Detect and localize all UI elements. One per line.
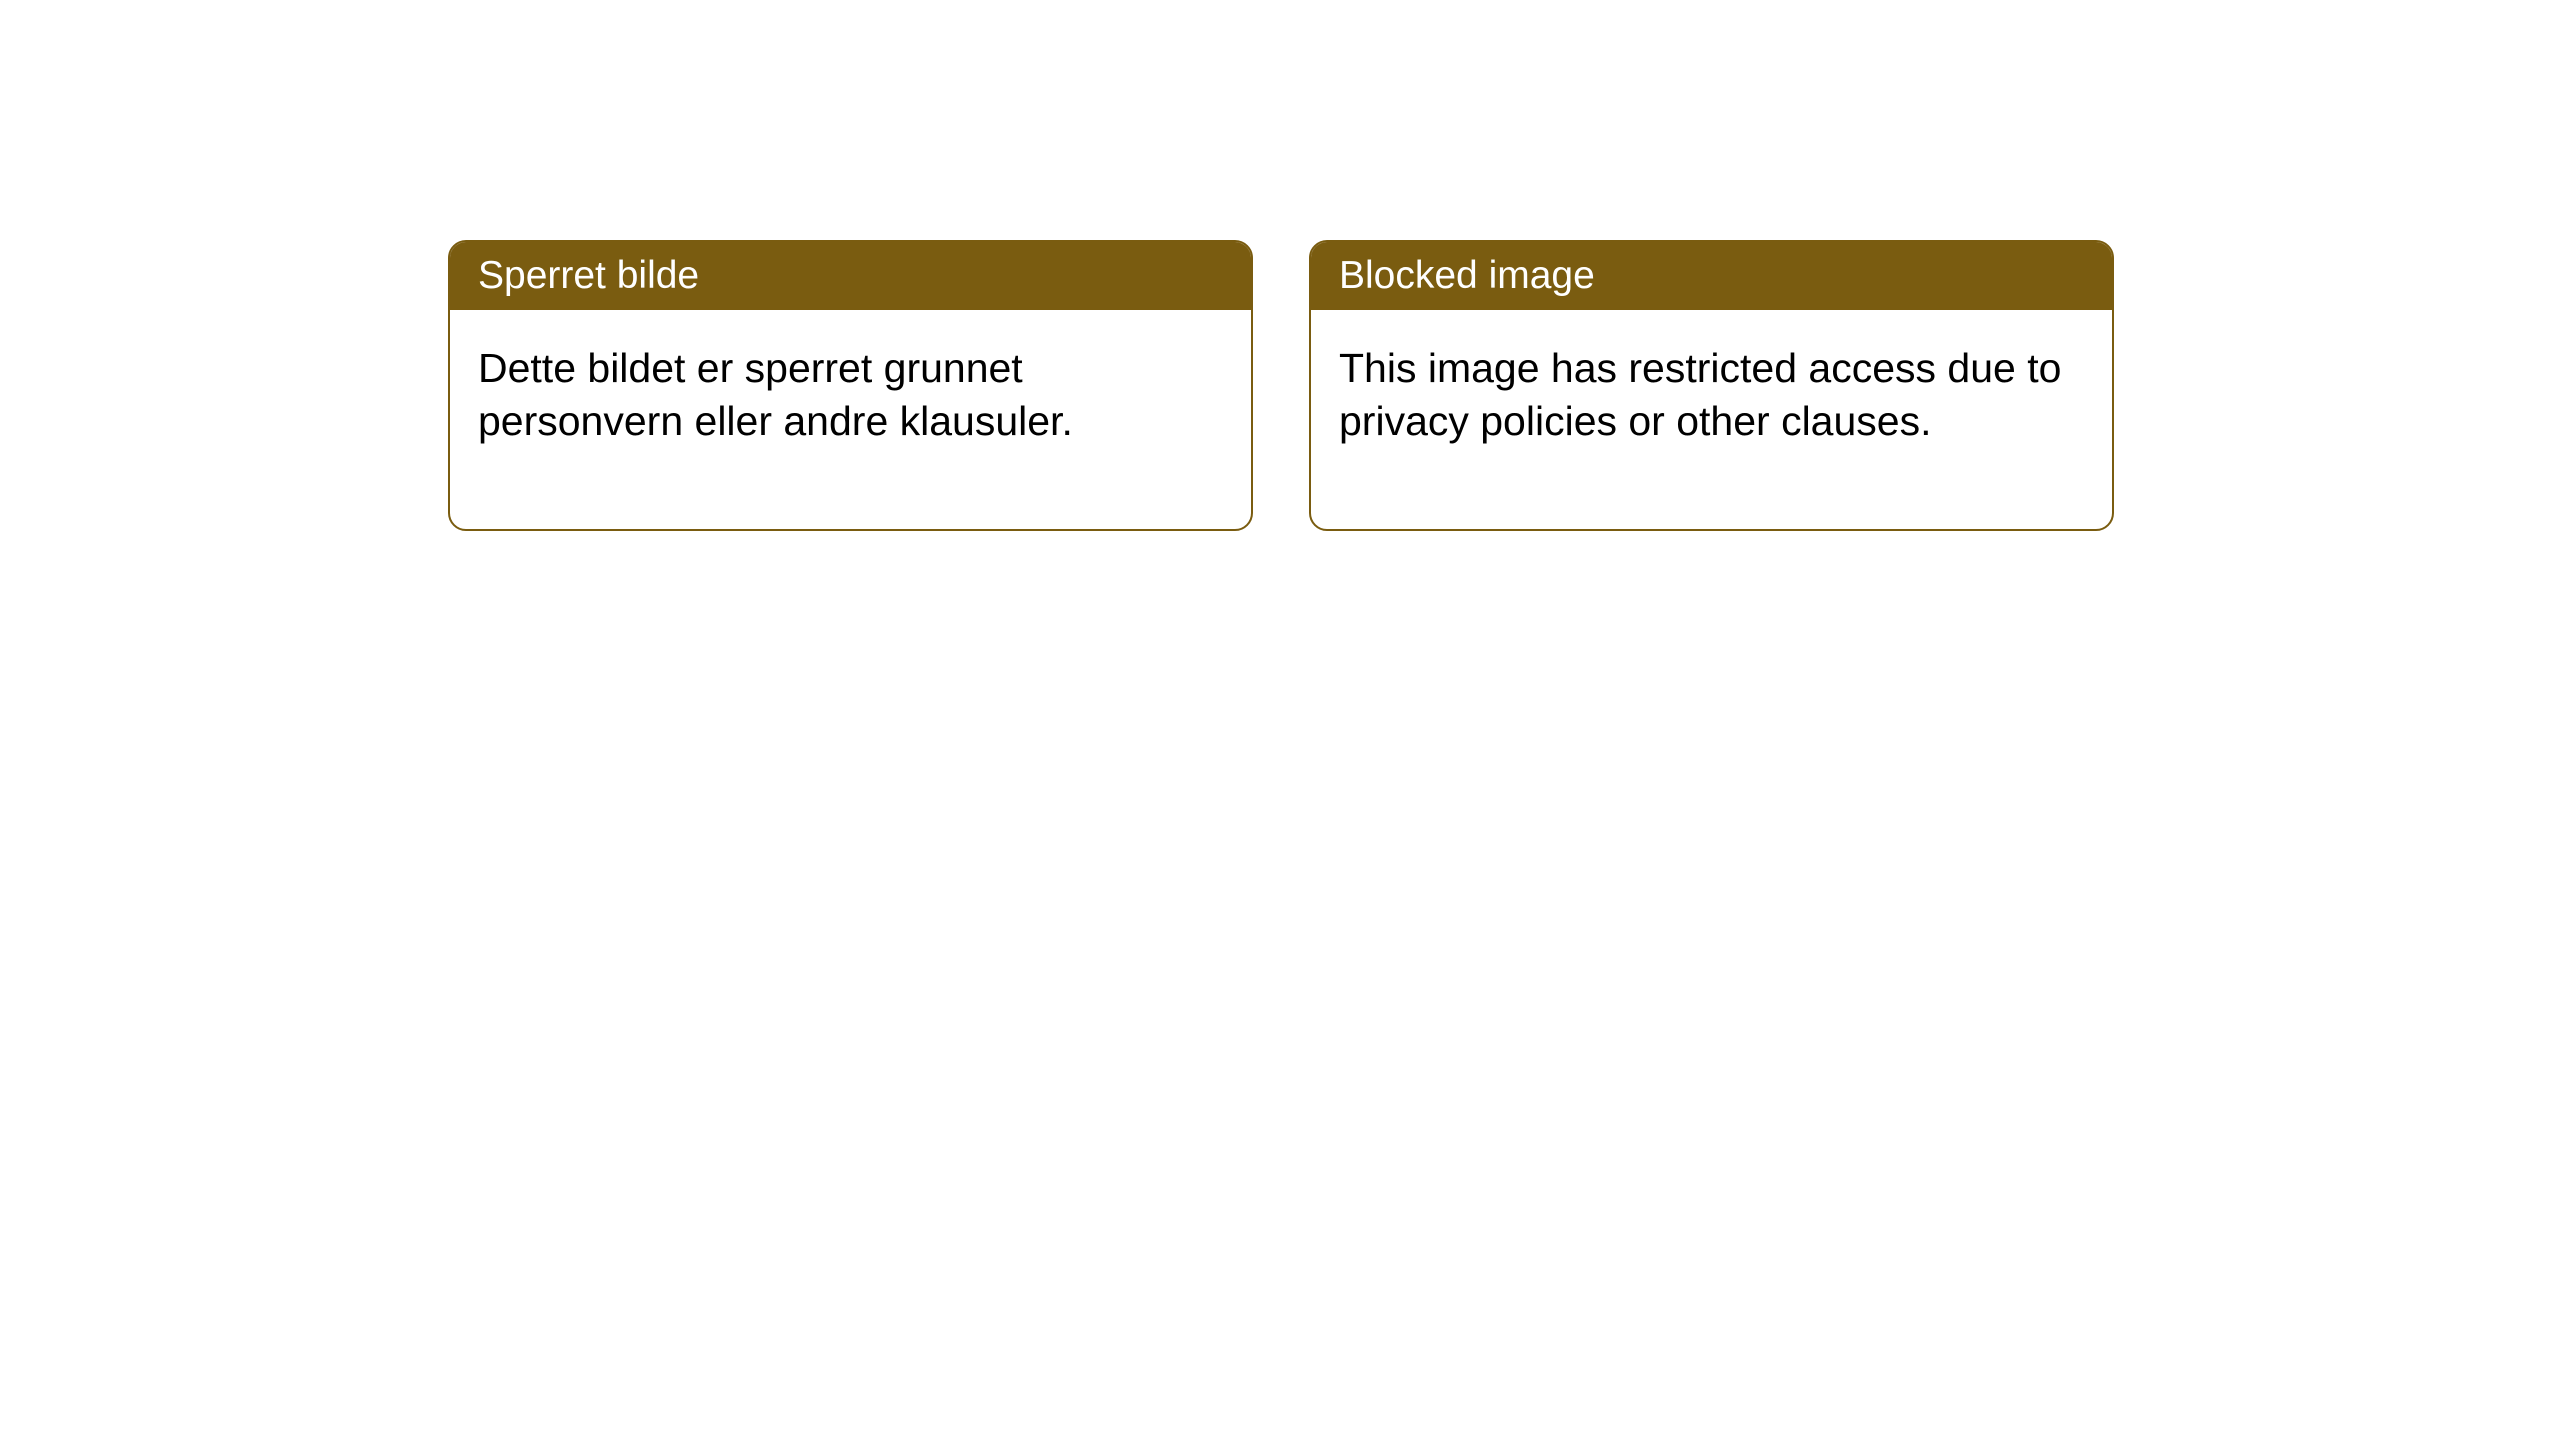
notice-header-english: Blocked image <box>1311 242 2112 310</box>
notice-body-text: Dette bildet er sperret grunnet personve… <box>478 345 1073 444</box>
notice-body-norwegian: Dette bildet er sperret grunnet personve… <box>450 310 1251 529</box>
notice-header-norwegian: Sperret bilde <box>450 242 1251 310</box>
notice-card-norwegian: Sperret bilde Dette bildet er sperret gr… <box>448 240 1253 531</box>
notice-container: Sperret bilde Dette bildet er sperret gr… <box>448 240 2114 531</box>
notice-body-text: This image has restricted access due to … <box>1339 345 2061 444</box>
notice-title: Sperret bilde <box>478 254 699 297</box>
notice-card-english: Blocked image This image has restricted … <box>1309 240 2114 531</box>
notice-title: Blocked image <box>1339 254 1595 297</box>
notice-body-english: This image has restricted access due to … <box>1311 310 2112 529</box>
